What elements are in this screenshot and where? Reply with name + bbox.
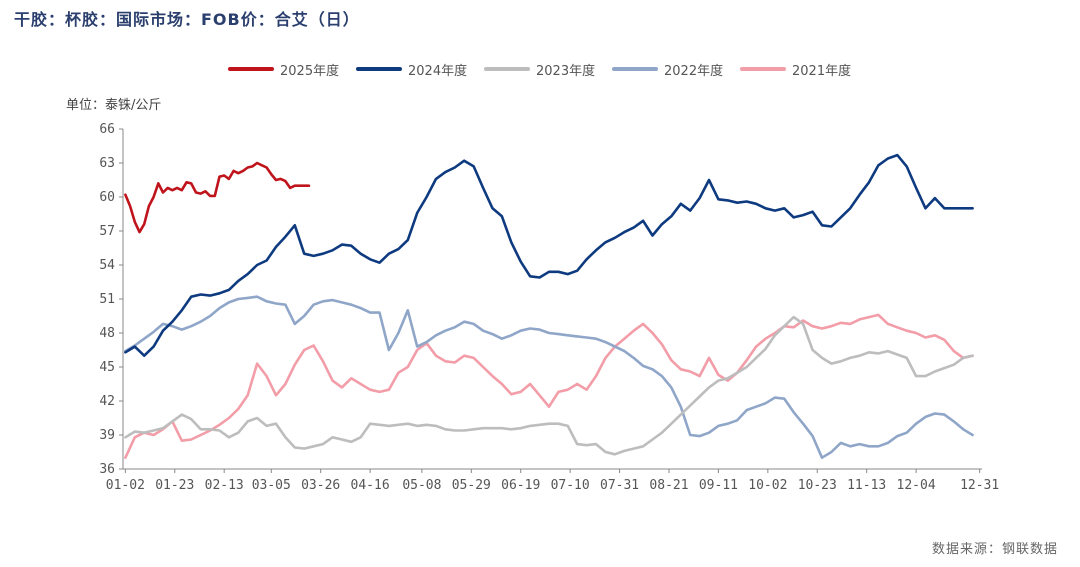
y-tick-label: 36 <box>99 462 115 477</box>
legend-label-2021: 2021年度 <box>792 63 852 79</box>
legend-swatch-2022 <box>612 67 658 71</box>
legend-label-2023: 2023年度 <box>536 63 596 79</box>
x-tick-label: 03-26 <box>301 478 340 493</box>
x-tick-label: 11-13 <box>847 478 886 493</box>
y-tick-label: 60 <box>99 190 115 205</box>
y-tick-label: 39 <box>99 428 115 443</box>
x-tick-label: 05-08 <box>402 478 441 493</box>
legend-swatch-2023 <box>484 67 530 71</box>
x-tick-label: 04-16 <box>351 478 390 493</box>
legend-item-2021[interactable]: 2021年度 <box>740 58 851 80</box>
x-tick-label: 10-02 <box>748 478 787 493</box>
series-line-2023年度 <box>124 315 974 456</box>
x-tick-label: 10-23 <box>798 478 837 493</box>
series-line-2024年度 <box>124 153 974 358</box>
series-line-2025年度 <box>124 161 311 234</box>
legend: 2025年度 2024年度 2023年度 2022年度 2021年度 <box>0 58 1080 80</box>
x-tick-label: 03-05 <box>252 478 291 493</box>
y-tick-label: 42 <box>99 394 115 409</box>
legend-swatch-2021 <box>740 67 786 71</box>
x-tick-label: 06-19 <box>501 478 540 493</box>
legend-item-2025[interactable]: 2025年度 <box>228 58 339 80</box>
x-tick-label: 12-31 <box>960 478 999 493</box>
legend-item-2023[interactable]: 2023年度 <box>484 58 595 80</box>
x-tick-label: 01-02 <box>106 478 145 493</box>
legend-item-2024[interactable]: 2024年度 <box>356 58 467 80</box>
series-line-2021年度 <box>124 313 974 460</box>
x-tick-label: 07-31 <box>600 478 639 493</box>
y-tick-label: 48 <box>99 326 115 341</box>
legend-label-2022: 2022年度 <box>664 63 724 79</box>
x-tick-label: 02-13 <box>205 478 244 493</box>
source-note: 数据来源：钢联数据 <box>931 542 1058 557</box>
y-tick-label: 45 <box>99 360 115 375</box>
chart-title: 干胶：杯胶：国际市场：FOB价：合艾（日） <box>14 10 360 29</box>
legend-item-2022[interactable]: 2022年度 <box>612 58 723 80</box>
y-tick-label: 66 <box>99 122 115 137</box>
y-tick-label: 57 <box>99 224 115 239</box>
x-tick-label: 12-04 <box>897 478 936 493</box>
x-tick-label: 09-11 <box>699 478 738 493</box>
y-tick-label: 51 <box>99 292 115 307</box>
x-tick-label: 01-23 <box>155 478 194 493</box>
legend-label-2024: 2024年度 <box>408 63 468 79</box>
unit-label: 单位：泰铢/公斤 <box>66 98 162 113</box>
axes: 36 39 42 45 48 51 54 57 60 63 66 01-02 01-23 02-13 03-… <box>99 122 999 493</box>
legend-swatch-2025 <box>228 67 274 71</box>
x-tick-label: 07-10 <box>551 478 590 493</box>
series-line-2022年度 <box>124 295 974 460</box>
y-tick-label: 63 <box>99 156 115 171</box>
x-tick-label: 05-29 <box>452 478 491 493</box>
legend-swatch-2024 <box>356 67 402 71</box>
legend-label-2025: 2025年度 <box>280 63 340 79</box>
y-tick-label: 54 <box>99 258 115 273</box>
series-layer <box>124 153 974 460</box>
x-tick-label: 08-21 <box>649 478 688 493</box>
